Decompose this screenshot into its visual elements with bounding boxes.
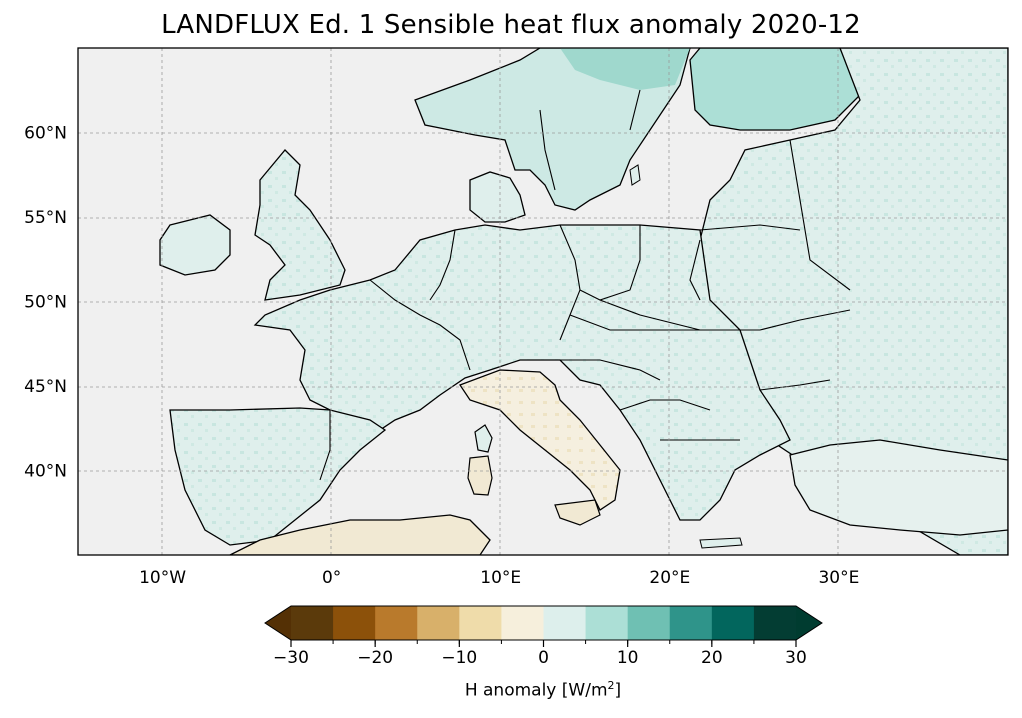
lat-tick-label: 40°N — [24, 462, 67, 482]
country-borders — [319, 89, 851, 481]
colorbar-bin — [375, 606, 418, 640]
lat-tick-label: 45°N — [24, 377, 67, 397]
colorbar-label-end: ] — [614, 680, 622, 701]
colorbar-bin — [291, 606, 334, 640]
colorbar-tick-label: 0 — [538, 648, 549, 668]
colorbar-bin — [417, 606, 460, 640]
colorbar-bin — [459, 606, 502, 640]
landmass-crete — [699, 537, 743, 549]
lon-tick-label: 0° — [322, 568, 341, 588]
latitude-tick-labels: 60°N 55°N 50°N 45°N 40°N — [24, 124, 67, 482]
colorbar-bin — [711, 606, 755, 640]
landmass-scandinavia — [414, 48, 691, 211]
landmass-iberia — [169, 407, 387, 546]
lon-tick-label: 20°E — [649, 568, 690, 588]
colorbar-extend-low — [265, 606, 291, 640]
longitude-tick-labels: 10°W 0° 10°E 20°E 30°E — [139, 568, 859, 588]
lon-tick-label: 30°E — [818, 568, 859, 588]
colorbar: −30 −20 −10 0 10 20 30 — [264, 605, 823, 668]
colorbar-tick-label: −10 — [441, 648, 477, 668]
colorbar-bin — [543, 606, 587, 640]
landmass-ireland — [159, 214, 231, 276]
colorbar-bin — [585, 606, 629, 640]
landmass-north-africa — [229, 514, 491, 555]
gridlines — [78, 48, 1008, 555]
landmass-sardinia — [467, 455, 493, 496]
lat-tick-label: 60°N — [24, 124, 67, 144]
colorbar-bin — [627, 606, 671, 640]
colorbar-label: H anomaly [W/m2] — [0, 679, 1022, 701]
lon-tick-label: 10°W — [139, 568, 186, 588]
colorbar-bin — [501, 606, 544, 640]
colorbar-tick-label: 20 — [701, 648, 723, 668]
lat-tick-label: 50°N — [24, 293, 67, 313]
lat-tick-label: 55°N — [24, 208, 67, 228]
landmass-corsica — [474, 424, 493, 453]
landmass-turkey — [789, 439, 1008, 536]
landmass-sicily — [554, 499, 601, 526]
landmass-denmark — [469, 171, 526, 223]
colorbar-bin — [753, 606, 797, 640]
colorbar-label-text: H anomaly [W/m — [464, 680, 608, 701]
lon-tick-label: 10°E — [480, 568, 521, 588]
sweden-dark-patch — [560, 48, 690, 90]
colorbar-bin — [333, 606, 376, 640]
colorbar-tick-label: 10 — [617, 648, 639, 668]
map-frame — [77, 47, 1009, 556]
colorbar-tick-label: 30 — [785, 648, 807, 668]
landmass-great-britain — [254, 149, 346, 301]
colorbar-bin — [669, 606, 713, 640]
map-content — [78, 48, 1008, 555]
colorbar-tick-label: −20 — [357, 648, 393, 668]
landmass-finland — [689, 48, 861, 131]
landmass-gotland — [629, 164, 641, 186]
colorbar-label-superscript: 2 — [607, 679, 615, 692]
colorbar-extend-high — [796, 606, 822, 640]
map-title: LANDFLUX Ed. 1 Sensible heat flux anomal… — [161, 10, 861, 40]
colorbar-tick-label: −30 — [273, 648, 309, 668]
